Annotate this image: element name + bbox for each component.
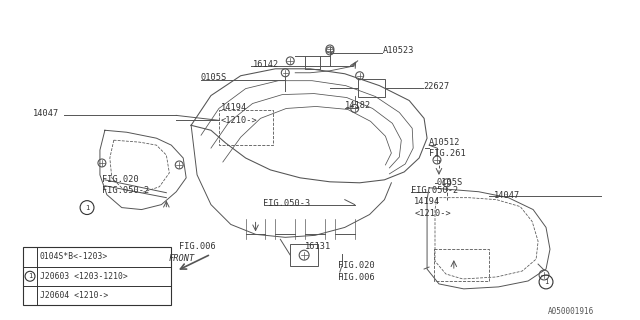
Text: 14047: 14047 xyxy=(493,191,520,200)
Text: FIG.006: FIG.006 xyxy=(338,273,374,282)
Text: 1: 1 xyxy=(28,273,32,279)
Text: 0105S: 0105S xyxy=(437,178,463,187)
Text: FIG.050-3: FIG.050-3 xyxy=(262,199,310,208)
Text: FRONT: FRONT xyxy=(168,254,195,263)
Bar xyxy=(434,249,488,281)
Text: FIG.050-2: FIG.050-2 xyxy=(102,186,149,195)
Bar xyxy=(23,247,171,305)
Text: A10523: A10523 xyxy=(383,46,414,55)
Text: 16142: 16142 xyxy=(253,60,279,69)
Text: J20604 <1210->: J20604 <1210-> xyxy=(40,291,113,300)
Bar xyxy=(358,79,385,97)
Text: FIG.050-2: FIG.050-2 xyxy=(412,186,458,195)
Text: A050001916: A050001916 xyxy=(548,307,595,316)
Text: FIG.261: FIG.261 xyxy=(429,149,466,158)
Text: 22627: 22627 xyxy=(423,82,449,91)
Text: 16131: 16131 xyxy=(305,242,332,251)
Text: FIG.020: FIG.020 xyxy=(102,175,139,184)
Text: 14182: 14182 xyxy=(345,100,371,109)
Text: <1210->: <1210-> xyxy=(221,116,258,125)
Text: A10512: A10512 xyxy=(429,138,461,147)
Text: 1: 1 xyxy=(544,279,548,285)
Text: 1: 1 xyxy=(85,204,89,211)
Text: J20603 <1203-1210>: J20603 <1203-1210> xyxy=(40,272,128,281)
Text: <1210->: <1210-> xyxy=(414,209,451,218)
Text: 14047: 14047 xyxy=(33,109,59,118)
Text: FIG.020: FIG.020 xyxy=(338,261,374,270)
Bar xyxy=(219,110,273,145)
Text: 0105S: 0105S xyxy=(200,73,227,82)
Bar xyxy=(291,244,318,266)
Text: 14194: 14194 xyxy=(414,197,440,206)
Text: FIG.006: FIG.006 xyxy=(179,242,216,251)
Text: 14194: 14194 xyxy=(221,103,247,113)
Text: 0104S*B<-1203>: 0104S*B<-1203> xyxy=(40,252,108,261)
